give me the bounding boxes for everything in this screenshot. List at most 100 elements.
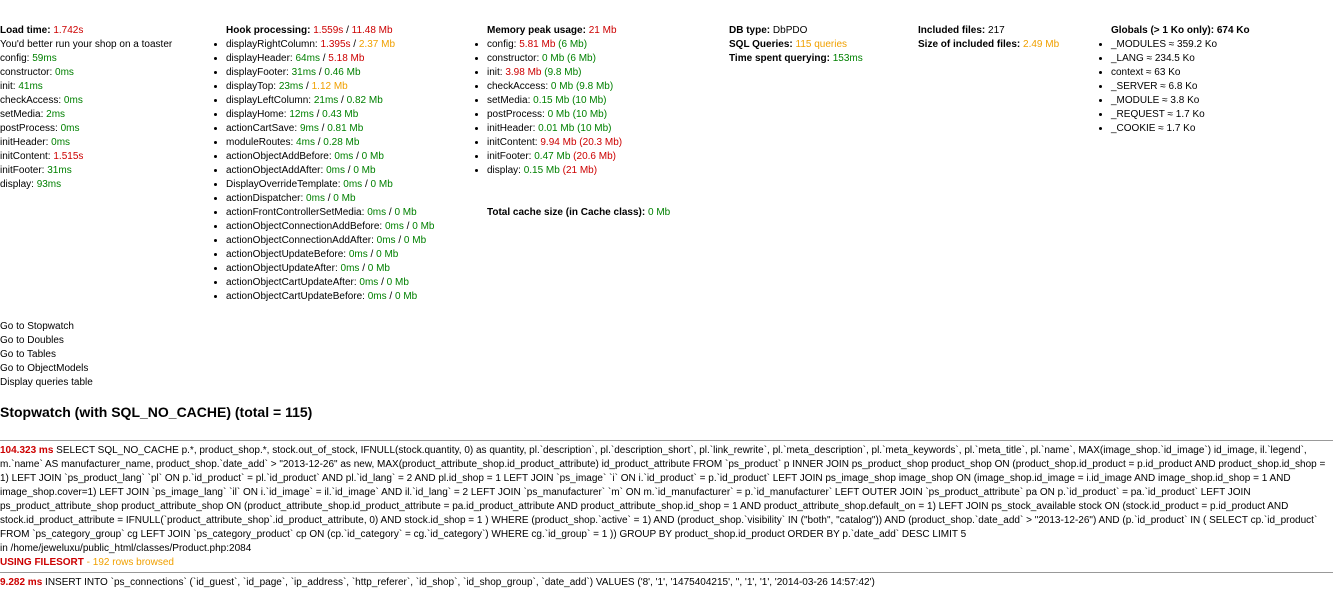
hook-name: actionCartSave:	[226, 123, 298, 134]
memory-item-value: 0.01 Mb	[538, 123, 575, 134]
load-item-value: 0ms	[63, 95, 83, 106]
load-item-value: 2ms	[46, 109, 66, 120]
hook-name: actionObjectUpdateBefore:	[226, 249, 347, 260]
global-item: _SERVER ≈ 6.8 Ko	[1111, 80, 1250, 94]
query-flags: USING FILESORT - 192 rows browsed	[0, 556, 1333, 570]
hook-name: displayFooter:	[226, 67, 289, 78]
memory-item-value: 9.94 Mb	[540, 137, 577, 148]
load-item-value: 59ms	[32, 53, 57, 64]
load-item-label: constructor:	[0, 67, 53, 78]
memory-header: Memory peak usage: 21 Mb	[475, 24, 670, 38]
hook-time: 64ms	[295, 53, 320, 64]
global-item: context ≈ 63 Ko	[1111, 66, 1250, 80]
included-files-value: 217	[988, 25, 1005, 36]
hook-mem: 0.82 Mb	[346, 95, 383, 106]
hook-item: actionObjectConnectionAddAfter: 0ms / 0 …	[226, 234, 434, 248]
memory-item: config: 5.81 Mb (6 Mb)	[487, 38, 670, 52]
query-line: 104.323 ms SELECT SQL_NO_CACHE p.*, prod…	[0, 444, 1333, 542]
hook-mem: 0 Mb	[353, 165, 376, 176]
load-time-total: 1.742s	[53, 25, 84, 36]
load-time-panel: Load time: 1.742s You'd better run your …	[0, 24, 172, 192]
query-sql: INSERT INTO `ps_connections` (`id_guest`…	[42, 577, 875, 588]
hook-mem: 0 Mb	[333, 193, 356, 204]
hook-mem: 5.18 Mb	[328, 53, 365, 64]
hook-item: displayFooter: 31ms / 0.46 Mb	[226, 66, 434, 80]
memory-item-peak: (10 Mb)	[572, 95, 607, 106]
memory-item-value: 0 Mb	[550, 81, 574, 92]
hook-time: 0ms	[348, 249, 368, 260]
hook-name: actionObjectCartUpdateAfter:	[226, 277, 357, 288]
memory-item-label: constructor:	[487, 53, 540, 64]
hook-name: actionObjectAddBefore:	[226, 151, 332, 162]
included-files-size: Size of included files: 2.49 Mb	[918, 38, 1059, 52]
db-time-value: 153ms	[832, 53, 863, 64]
hook-time: 0ms	[359, 277, 379, 288]
memory-panel: Memory peak usage: 21 Mb config: 5.81 Mb…	[475, 24, 670, 220]
load-item-label: checkAccess:	[0, 95, 62, 106]
memory-item-peak: (21 Mb)	[562, 165, 598, 176]
display-queries-table-link[interactable]: Display queries table	[0, 377, 93, 388]
hook-mem: 0 Mb	[412, 221, 435, 232]
hook-item: actionObjectAddAfter: 0ms / 0 Mb	[226, 164, 434, 178]
hook-mem: 2.37 Mb	[358, 39, 396, 50]
load-item-value: 1.515s	[53, 151, 84, 162]
hook-name: displayHome:	[226, 109, 287, 120]
go-to-stopwatch-link[interactable]: Go to Stopwatch	[0, 321, 74, 332]
hook-mem: 0 Mb	[394, 207, 417, 218]
memory-item-label: initContent:	[487, 137, 538, 148]
memory-item-label: postProcess:	[487, 109, 545, 120]
hook-name: actionFrontControllerSetMedia:	[226, 207, 365, 218]
memory-item-label: init:	[487, 67, 503, 78]
load-time-message: You'd better run your shop on a toaster	[0, 39, 173, 50]
load-time-list: config: 59ms constructor: 0ms init: 41ms…	[0, 52, 172, 192]
memory-item: setMedia: 0.15 Mb (10 Mb)	[487, 94, 670, 108]
memory-item: display: 0.15 Mb (21 Mb)	[487, 164, 670, 178]
db-type: DB type: DbPDO	[729, 24, 863, 38]
hook-name: displayTop:	[226, 81, 277, 92]
hook-processing-time: 1.559s	[313, 25, 344, 36]
memory-item-value: 0 Mb	[542, 53, 565, 64]
load-item: constructor: 0ms	[0, 66, 172, 80]
load-item: setMedia: 2ms	[0, 108, 172, 122]
hook-item: actionObjectCartUpdateAfter: 0ms / 0 Mb	[226, 276, 434, 290]
cache-size: Total cache size (in Cache class): 0 Mb	[475, 206, 670, 220]
memory-item: initFooter: 0.47 Mb (20.6 Mb)	[487, 150, 670, 164]
load-item: initHeader: 0ms	[0, 136, 172, 150]
load-item-value: 0ms	[51, 137, 71, 148]
memory-item-peak: (6 Mb)	[558, 39, 588, 50]
load-item: init: 41ms	[0, 80, 172, 94]
hook-item: actionObjectConnectionAddBefore: 0ms / 0…	[226, 220, 434, 234]
hook-mem: 0 Mb	[386, 277, 409, 288]
load-item: postProcess: 0ms	[0, 122, 172, 136]
db-queries-value: 115 queries	[795, 39, 848, 50]
hook-mem: 0.43 Mb	[322, 109, 359, 120]
hook-time: 0ms	[385, 221, 404, 232]
query-line: 9.282 ms INSERT INTO `ps_connections` (`…	[0, 576, 1333, 590]
memory-list: config: 5.81 Mb (6 Mb) constructor: 0 Mb…	[475, 38, 670, 178]
go-to-doubles-link[interactable]: Go to Doubles	[0, 335, 64, 346]
query-item: 104.323 ms SELECT SQL_NO_CACHE p.*, prod…	[0, 440, 1333, 570]
hook-item: actionObjectAddBefore: 0ms / 0 Mb	[226, 150, 434, 164]
hook-item: displayHeader: 64ms / 5.18 Mb	[226, 52, 434, 66]
hook-time: 21ms	[313, 95, 339, 106]
load-item-label: init:	[0, 81, 16, 92]
hook-list: displayRightColumn: 1.395s / 2.37 Mb dis…	[214, 38, 434, 304]
hook-item: actionObjectCartUpdateBefore: 0ms / 0 Mb	[226, 290, 434, 304]
load-item: checkAccess: 0ms	[0, 94, 172, 108]
globals-list: _MODULES ≈ 359.2 Ko _LANG ≈ 234.5 Ko con…	[1099, 38, 1250, 136]
hook-name: actionObjectConnectionAddAfter:	[226, 235, 374, 246]
hook-processing-mem: 11.48 Mb	[351, 25, 393, 36]
memory-item-label: config:	[487, 39, 517, 50]
hook-mem: 0 Mb	[395, 291, 418, 302]
hook-time: 0ms	[340, 263, 360, 274]
hook-item: DisplayOverrideTemplate: 0ms / 0 Mb	[226, 178, 434, 192]
memory-item-label: initFooter:	[487, 151, 532, 162]
memory-item: init: 3.98 Mb (9.8 Mb)	[487, 66, 670, 80]
cache-size-value: 0 Mb	[648, 207, 671, 218]
hook-mem: 0.81 Mb	[327, 123, 364, 134]
included-files-size-value: 2.49 Mb	[1023, 39, 1060, 50]
load-time-header: Load time: 1.742s	[0, 24, 172, 38]
db-type-value: DbPDO	[772, 25, 808, 36]
go-to-objectmodels-link[interactable]: Go to ObjectModels	[0, 363, 89, 374]
go-to-tables-link[interactable]: Go to Tables	[0, 349, 56, 360]
